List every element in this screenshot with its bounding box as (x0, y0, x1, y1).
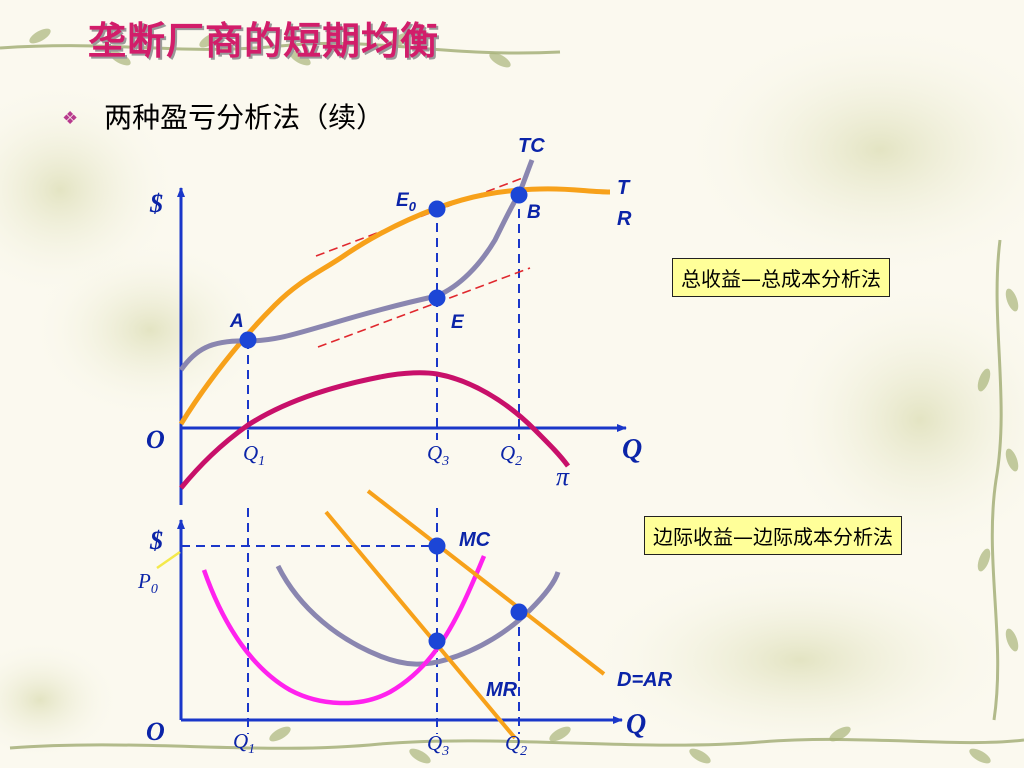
mc-label: MC (459, 529, 491, 551)
bottom-q-axis-label: Q (626, 709, 646, 740)
b-label: B (527, 202, 541, 223)
point-a (239, 331, 257, 349)
tc-curve (178, 159, 535, 372)
point-b (510, 186, 528, 204)
point-e (428, 289, 446, 307)
tr-label-r: R (617, 208, 632, 230)
top-q3-label: Q3 (427, 441, 449, 469)
atc-curve (275, 564, 561, 667)
point-d-atc (510, 603, 528, 621)
p0-pointer (156, 550, 181, 570)
bottom-origin-label: O (146, 717, 165, 746)
demand-ar-line (366, 489, 606, 676)
bottom-q1-label: Q1 (233, 729, 255, 757)
profit-curve (179, 370, 571, 490)
p0-label: P0 (137, 569, 158, 597)
slide-title: 垄断厂商的短期均衡 (88, 18, 440, 63)
total-analysis-box: 总收益—总成本分析法 (672, 258, 890, 297)
dar-label: D=AR (617, 669, 673, 691)
bullet-item: ❖ 两种盈亏分析法（续） (62, 96, 384, 136)
bottom-q2-label: Q2 (505, 731, 527, 759)
top-q1-label: Q1 (243, 441, 265, 469)
tc-tangent-line (317, 267, 531, 348)
tc-label: TC (518, 135, 545, 157)
mr-line (324, 510, 517, 740)
top-q2-label: Q2 (500, 441, 522, 469)
top-q-axis-label: Q (622, 434, 642, 465)
tr-label-t: T (617, 177, 631, 199)
diamond-bullet-icon: ❖ (62, 108, 79, 129)
top-dollar-label: $ (149, 189, 163, 218)
e0-label: E0 (396, 190, 417, 214)
pi-label: π (556, 462, 570, 491)
mr-label: MR (486, 679, 518, 701)
point-mr-mc (428, 632, 446, 650)
top-origin-label: O (146, 425, 165, 454)
marginal-analysis-box: 边际收益—边际成本分析法 (644, 516, 902, 555)
mc-curve (201, 555, 487, 706)
point-e0 (428, 200, 446, 218)
bottom-dollar-label: $ (149, 526, 163, 555)
point-price (428, 537, 446, 555)
e-label: E (451, 312, 465, 333)
bottom-q3-label: Q3 (427, 731, 449, 759)
a-label: A (229, 311, 244, 332)
bullet-text: 两种盈亏分析法（续） (104, 101, 385, 134)
